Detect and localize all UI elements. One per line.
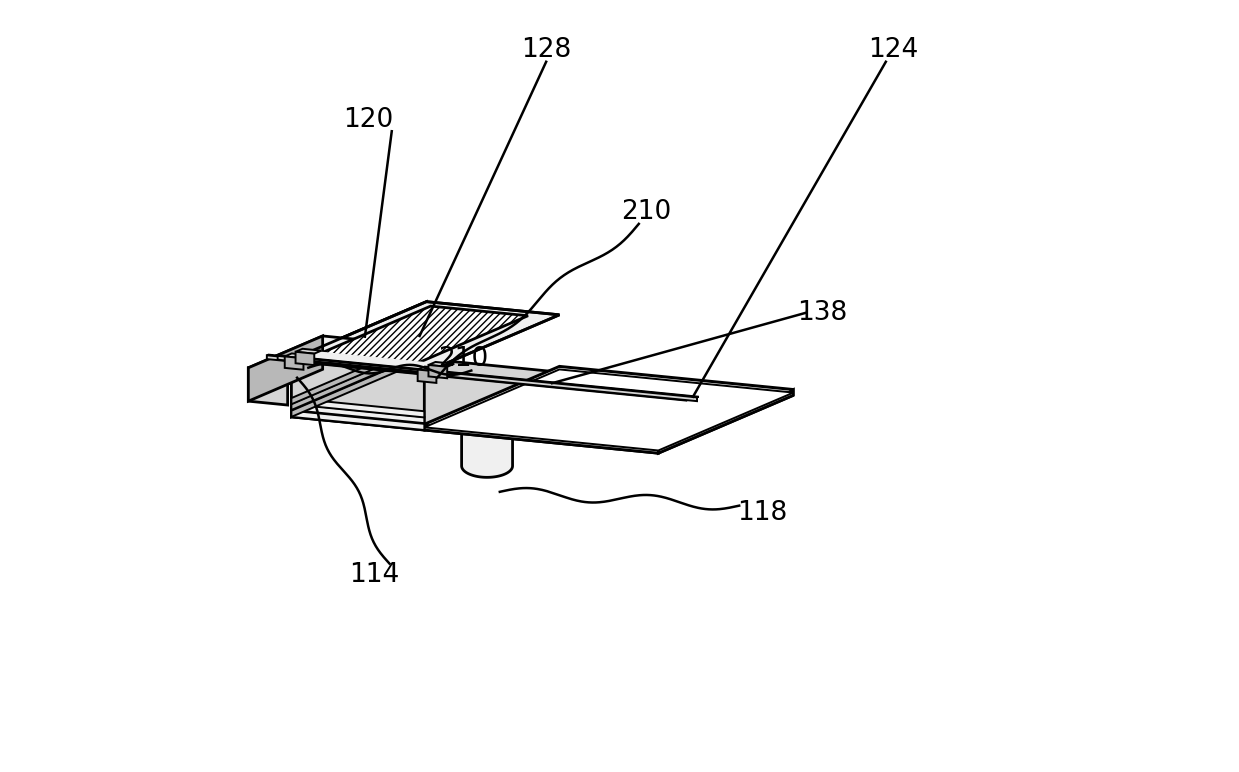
Text: 128: 128 (522, 37, 571, 63)
Polygon shape (296, 352, 315, 365)
Polygon shape (248, 336, 362, 371)
Polygon shape (429, 365, 447, 378)
Polygon shape (291, 302, 426, 417)
Polygon shape (291, 302, 560, 373)
Text: 210: 210 (439, 346, 488, 372)
Text: 118: 118 (737, 500, 788, 527)
Polygon shape (278, 355, 699, 398)
Polygon shape (285, 357, 304, 370)
Text: 114: 114 (349, 562, 399, 588)
Polygon shape (291, 350, 445, 373)
Polygon shape (248, 367, 287, 405)
Polygon shape (291, 340, 426, 405)
Text: 120: 120 (343, 107, 394, 133)
Polygon shape (424, 372, 793, 453)
Polygon shape (462, 399, 513, 477)
Polygon shape (418, 367, 444, 371)
Polygon shape (248, 336, 322, 401)
Polygon shape (418, 370, 436, 383)
Polygon shape (291, 398, 424, 418)
Text: 124: 124 (869, 37, 918, 63)
Polygon shape (424, 366, 793, 447)
Polygon shape (317, 306, 528, 364)
Polygon shape (424, 370, 793, 451)
Polygon shape (424, 424, 658, 453)
Polygon shape (429, 362, 455, 367)
Polygon shape (285, 354, 311, 358)
Polygon shape (658, 389, 793, 453)
Polygon shape (291, 404, 424, 423)
Polygon shape (278, 356, 698, 401)
Polygon shape (266, 355, 686, 401)
Text: 138: 138 (797, 300, 847, 326)
Polygon shape (291, 359, 560, 430)
Polygon shape (424, 367, 793, 448)
Polygon shape (291, 360, 424, 430)
Polygon shape (296, 349, 321, 354)
Text: 210: 210 (622, 199, 672, 225)
Polygon shape (291, 411, 424, 430)
Ellipse shape (462, 393, 513, 405)
Polygon shape (266, 354, 688, 397)
Polygon shape (291, 346, 426, 410)
Polygon shape (291, 353, 426, 417)
